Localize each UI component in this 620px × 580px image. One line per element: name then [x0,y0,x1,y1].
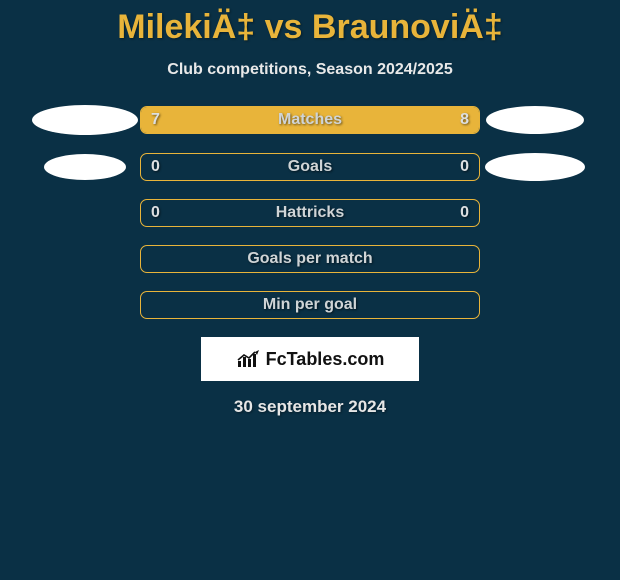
logo: FcTables.com [201,337,419,381]
player-photo [44,154,126,180]
stat-left-value: 0 [151,204,160,222]
bar-fill-left [141,107,299,133]
player-photo [32,105,138,135]
stat-row: 0 Hattricks 0 [0,199,620,227]
stats-rows: 7 Matches 8 0 Goals 0 0 Hattricks [0,105,620,319]
stat-row: 0 Goals 0 [0,153,620,181]
stat-label: Goals [288,158,332,176]
stat-right-value: 8 [460,111,469,129]
chart-icon [236,349,262,369]
stat-label: Goals per match [247,250,372,268]
stat-bar: Goals per match [140,245,480,273]
stat-row: Min per goal [0,291,620,319]
left-photo-slot [30,105,140,135]
right-photo-slot [480,153,590,181]
stat-bar: 7 Matches 8 [140,106,480,134]
stat-left-value: 7 [151,111,160,129]
right-photo-slot [480,106,590,134]
player-photo [485,153,585,181]
stat-label: Min per goal [263,296,357,314]
stat-bar: Min per goal [140,291,480,319]
page-subtitle: Club competitions, Season 2024/2025 [0,61,620,79]
stat-bar: 0 Hattricks 0 [140,199,480,227]
stat-row: 7 Matches 8 [0,105,620,135]
logo-text: FcTables.com [266,349,385,370]
stat-bar: 0 Goals 0 [140,153,480,181]
stat-right-value: 0 [460,204,469,222]
date-text: 30 september 2024 [0,397,620,417]
stat-label: Hattricks [276,204,344,222]
stat-right-value: 0 [460,158,469,176]
stat-label: Matches [278,111,342,129]
page-title: MilekiÄ‡ vs BraunoviÄ‡ [0,0,620,47]
stat-left-value: 0 [151,158,160,176]
player-photo [486,106,584,134]
left-photo-slot [30,154,140,180]
stat-row: Goals per match [0,245,620,273]
